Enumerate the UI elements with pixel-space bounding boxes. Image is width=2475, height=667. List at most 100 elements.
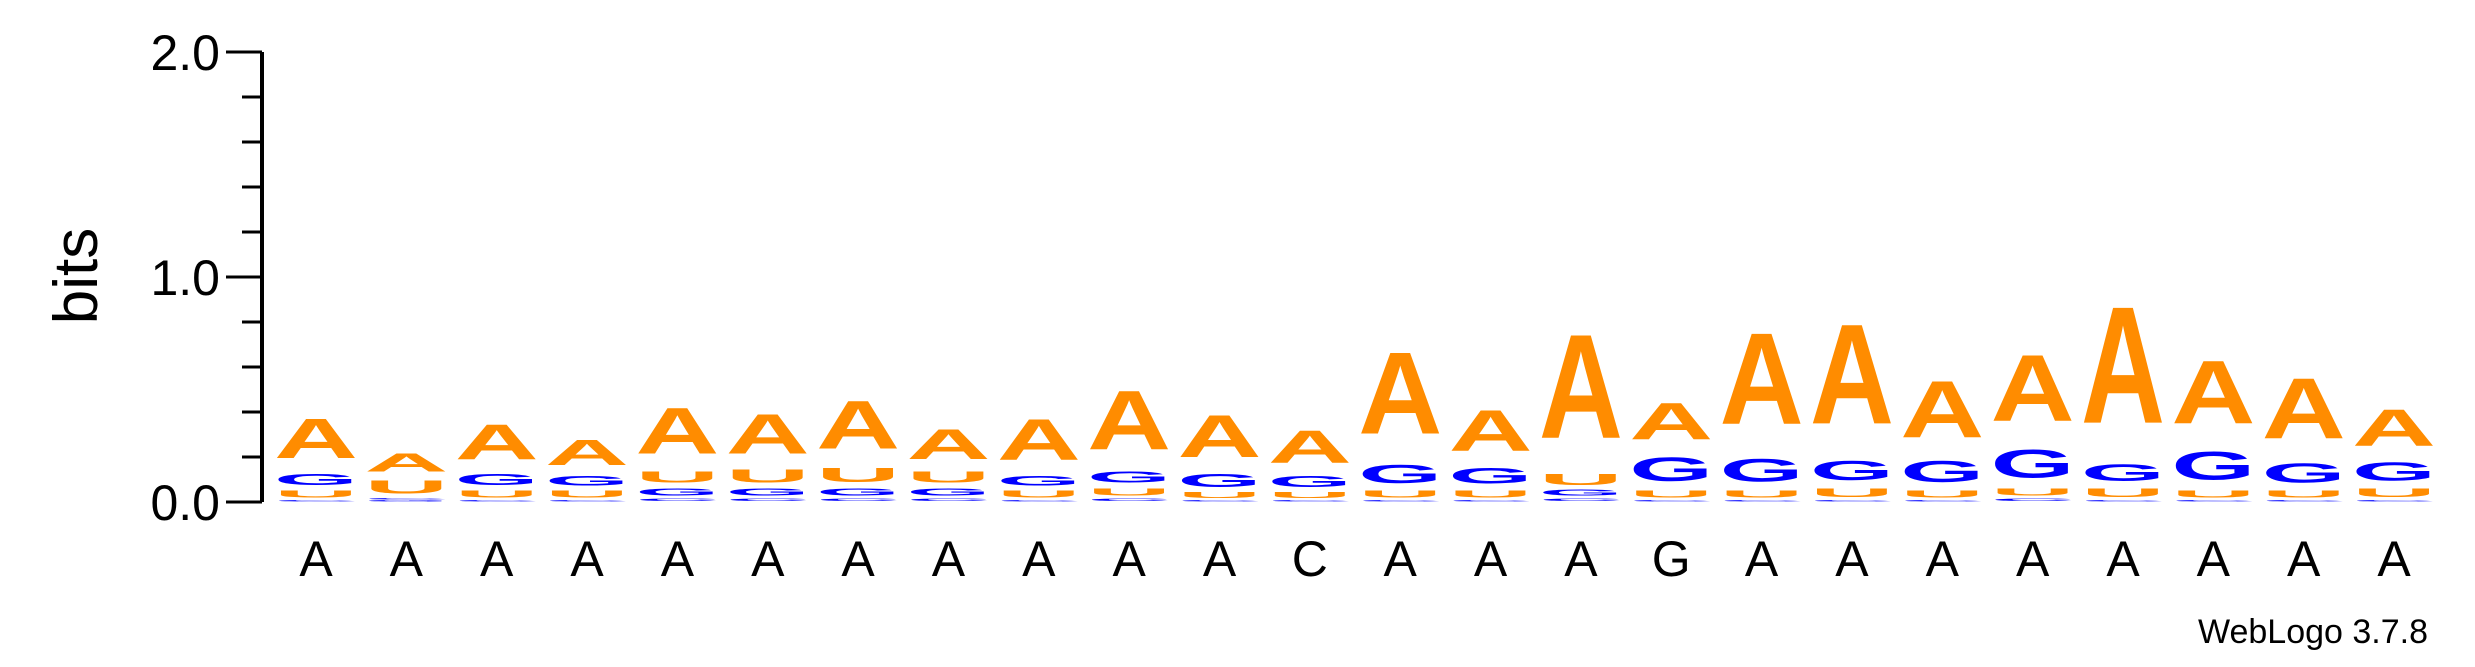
logo-letter-U: U xyxy=(364,477,448,497)
logo-letter-C: C xyxy=(1720,500,1804,502)
logo-letter-A: A xyxy=(997,408,1081,473)
logo-letter-G: G xyxy=(455,471,539,489)
logo-letter-G: G xyxy=(1900,454,1984,488)
logo-letter-A: A xyxy=(1629,392,1713,451)
x-position-label: A xyxy=(1474,531,1508,587)
logo-letter-A: A xyxy=(1087,373,1171,468)
logo-letter-G: G xyxy=(726,486,810,497)
x-position-label: A xyxy=(1203,531,1237,587)
logo-letter-G: G xyxy=(1449,464,1533,489)
logo-letter-A: A xyxy=(635,394,719,468)
y-tick-label: 1.0 xyxy=(150,250,220,306)
x-position-label: A xyxy=(1022,531,1056,587)
logo-letter-C: C xyxy=(1268,500,1352,502)
logo-letter-A: A xyxy=(816,388,900,464)
logo-letter-G: G xyxy=(1268,473,1352,491)
logo-letter-U: U xyxy=(274,489,358,500)
logo-letter-A: A xyxy=(545,432,629,472)
logo-letter-U: U xyxy=(1991,486,2075,497)
logo-letter-G: G xyxy=(1720,452,1804,488)
x-position-label: A xyxy=(480,531,514,587)
x-position-label: A xyxy=(390,531,424,587)
logo-letter-G: G xyxy=(2262,457,2346,488)
logo-letter-A: A xyxy=(1539,304,1623,470)
logo-letter-U: U xyxy=(545,489,629,500)
logo-letter-G: G xyxy=(1358,459,1442,488)
y-tick-label: 2.0 xyxy=(150,25,220,81)
logo-letter-C: C xyxy=(274,500,358,502)
logo-letter-C: C xyxy=(726,498,810,502)
logo-letter-A: A xyxy=(726,403,810,466)
logo-letter-U: U xyxy=(1629,489,1713,500)
logo-letter-U: U xyxy=(2262,489,2346,500)
x-position-label: A xyxy=(2377,531,2411,587)
x-position-label: A xyxy=(1926,531,1960,587)
logo-letter-G: G xyxy=(1991,441,2075,486)
x-position-label: C xyxy=(1292,531,1328,587)
x-position-label: A xyxy=(1384,531,1418,587)
logo-letter-U: U xyxy=(906,468,990,486)
logo-letter-C: C xyxy=(2081,500,2165,502)
logo-letter-A: A xyxy=(2081,273,2165,459)
logo-letter-C: C xyxy=(1449,500,1533,502)
logo-letter-U: U xyxy=(1268,491,1352,500)
x-position-label: A xyxy=(2016,531,2050,587)
logo-letter-U: U xyxy=(1449,489,1533,500)
logo-letter-G: G xyxy=(635,486,719,497)
logo-letter-U: U xyxy=(726,466,810,486)
logo-letter-A: A xyxy=(2352,399,2436,458)
logo-letter-A: A xyxy=(364,448,448,477)
x-position-label: A xyxy=(1835,531,1869,587)
logo-letter-U: U xyxy=(2081,486,2165,500)
x-position-label: A xyxy=(932,531,966,587)
logo-letter-C: C xyxy=(1900,500,1984,502)
logo-letter-C: C xyxy=(1810,500,1894,502)
logo-letter-A: A xyxy=(1358,329,1442,459)
logo-letter-C: C xyxy=(997,500,1081,502)
x-position-label: A xyxy=(1112,531,1146,587)
logo-letter-C: C xyxy=(1539,498,1623,502)
x-position-label: A xyxy=(2287,531,2321,587)
logo-stacks: CUGAGCUACUGACUGACGUACGUACGUACGUACUGACUGA… xyxy=(274,273,2436,502)
logo-letter-A: A xyxy=(1449,399,1533,464)
logo-letter-C: C xyxy=(2262,500,2346,502)
logo-letter-G: G xyxy=(1178,471,1262,491)
x-position-label: A xyxy=(570,531,604,587)
x-position-label: A xyxy=(661,531,695,587)
x-position-label: A xyxy=(1745,531,1779,587)
logo-letter-G: G xyxy=(1539,489,1623,498)
logo-letter-G: G xyxy=(816,486,900,497)
logo-letter-U: U xyxy=(997,489,1081,500)
logo-letter-A: A xyxy=(274,408,358,471)
logo-letter-C: C xyxy=(635,498,719,502)
logo-letter-U: U xyxy=(2171,489,2255,500)
logo-letter-C: C xyxy=(455,500,539,502)
logo-letter-A: A xyxy=(906,421,990,468)
x-position-label: A xyxy=(751,531,785,587)
logo-letter-U: U xyxy=(816,464,900,487)
logo-letter-G: G xyxy=(2081,459,2165,486)
logo-letter-A: A xyxy=(1900,366,1984,455)
